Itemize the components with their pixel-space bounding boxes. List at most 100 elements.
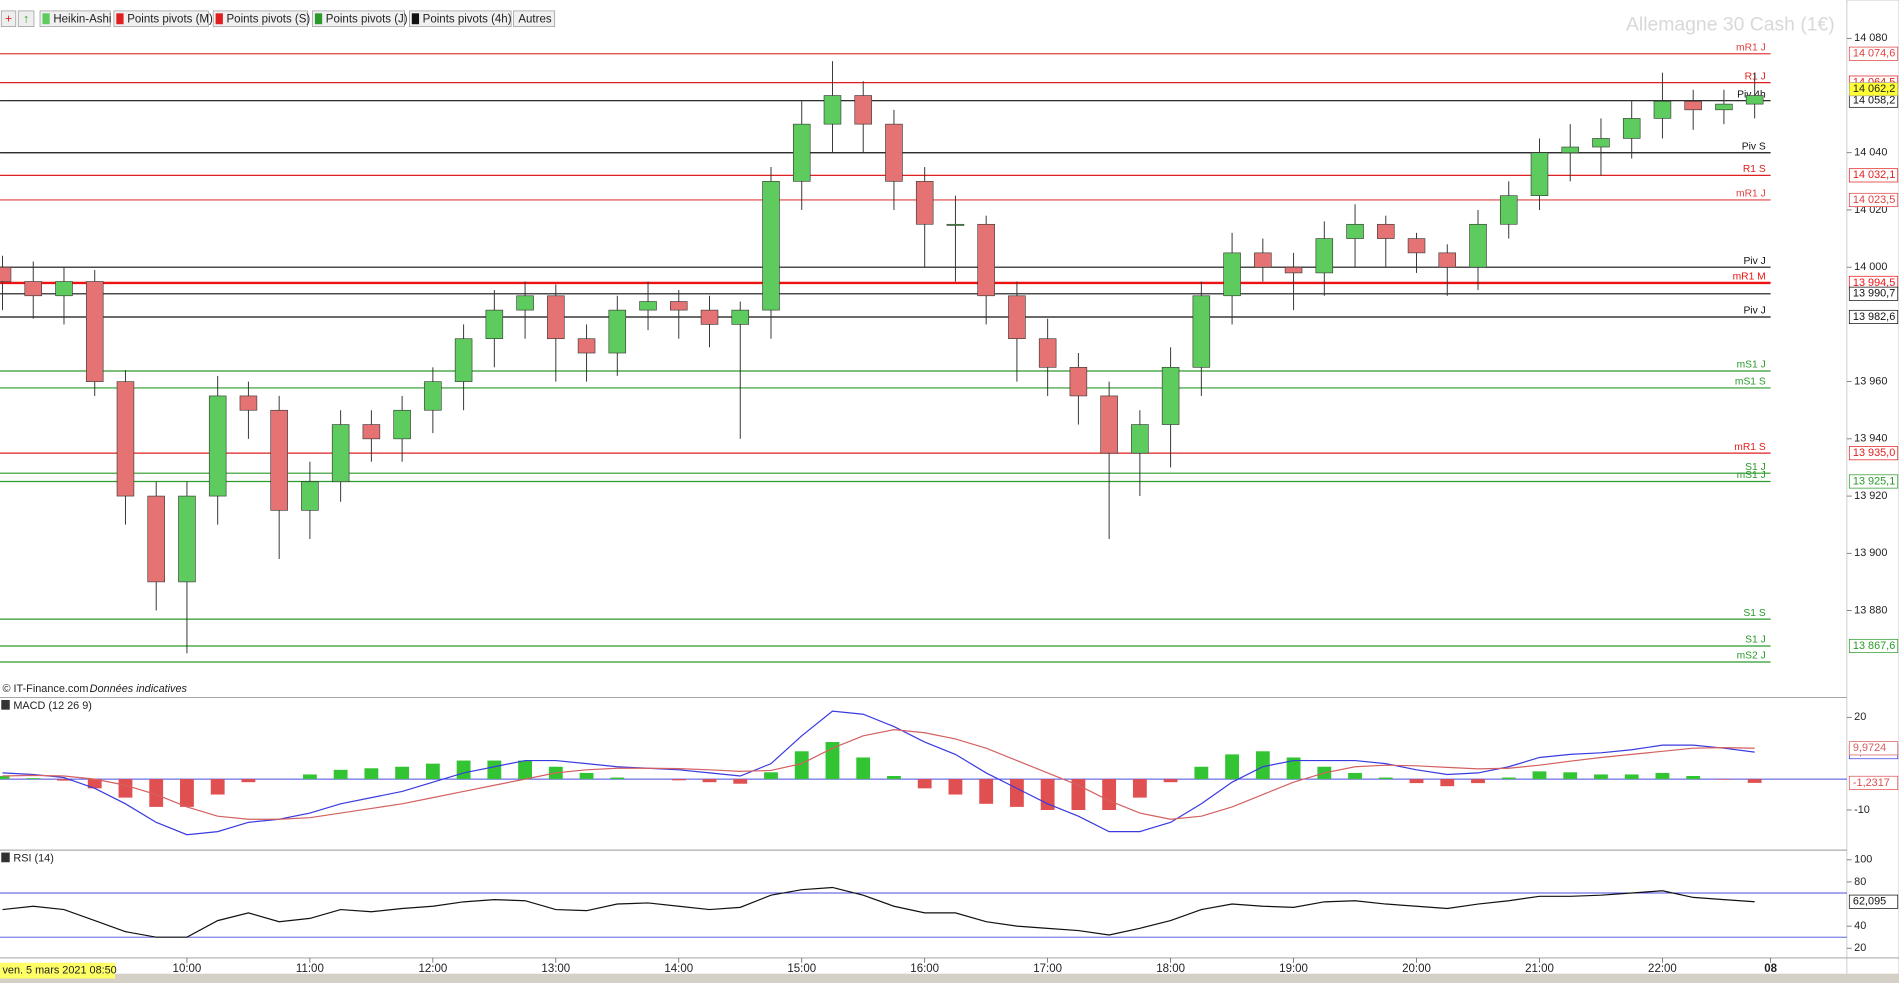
histogram-bar [764,772,778,780]
histogram-bar [1286,757,1301,780]
y-tick-label: -10 [1854,804,1870,816]
icon-button[interactable] [17,10,35,28]
value-label: 13 994,5 [1853,277,1895,289]
candle-body [1069,367,1088,397]
pivot-name: mR1 J [1736,42,1766,53]
footer-source: © IT-Finance.com [2,683,88,695]
pivot-name: R1 J [1745,71,1766,82]
value-box [1848,446,1899,461]
y-tick-label: 13 880 [1854,604,1887,616]
candle-body [454,338,473,382]
toolbar-label: Heikin-Ashi [53,13,111,25]
candle-body [1592,138,1610,148]
pivot-name: R1 S [1743,164,1766,175]
candle-body [55,281,73,297]
candle-body [270,409,288,511]
pivot-name: mS2 J [1737,651,1766,662]
pivot-name: Piv 4h [1737,89,1766,100]
y-tick-label: 80 [1854,876,1866,888]
y-tick-label: 13 940 [1854,433,1887,445]
histogram-bar [57,779,71,781]
histogram-bar [1102,779,1117,810]
toolbar-button[interactable] [513,10,556,28]
histogram-bar [487,760,502,780]
histogram-bar [1378,777,1393,780]
histogram-bar [917,779,932,789]
candle-body [1715,103,1733,111]
histogram-bar [118,779,133,798]
pivot-name: mS1 J [1737,360,1766,371]
candle-body [24,281,43,297]
toolbar-label: Points pivots (4h) [423,13,512,25]
candle-body [393,409,411,440]
histogram-bar [1717,779,1731,780]
histogram-bar [887,776,901,780]
price-axis-area [1846,0,1899,983]
histogram-bar [1594,774,1608,780]
histogram-bar [979,779,994,804]
histogram-bar [210,779,225,795]
toolbar-label: Points pivots (J) [326,13,408,25]
toolbar-button[interactable] [312,10,405,28]
histogram-bar [26,778,41,780]
histogram-bar [1409,779,1424,784]
candle-body [608,309,627,354]
icon: ↑ [23,12,29,26]
histogram-bar [1132,779,1147,798]
histogram-bar [794,751,809,780]
toolbar-button[interactable] [113,10,209,28]
panel-title: RSI (14) [13,853,54,865]
y-tick-label: 13 960 [1854,376,1887,388]
x-tick-label: 13:00 [541,963,570,975]
pivot-name: S1 J [1745,462,1766,473]
candle-body [1745,95,1764,105]
date-box [0,962,116,979]
candle-body [792,123,811,182]
candle-body [1377,223,1395,239]
y-tick-label: 20 [1854,942,1866,954]
candle-body [116,381,135,497]
panel-title: MACD (12 26 9) [13,700,92,712]
pivot-name: Piv J [1743,256,1765,267]
toolbar-button[interactable] [212,10,309,28]
pivot-name: mR1 J [1736,189,1766,200]
icon-button[interactable] [0,10,17,28]
pivot-name: S1 S [1743,608,1765,619]
histogram-bar [180,779,194,807]
candle-body [1100,395,1118,454]
toolbar-swatch [116,13,124,25]
y-tick-label: 14 080 [1854,32,1887,44]
value-label: 13 990,7 [1853,288,1895,300]
value-label: 14 032,1 [1853,169,1895,181]
toolbar-swatch [215,13,223,25]
candle-body [1530,152,1549,196]
histogram-bar [1471,779,1485,784]
value-box [1848,741,1899,756]
histogram-bar [610,777,625,780]
toolbar-swatch [411,13,420,25]
toolbar-label: Points pivots (M) [127,13,213,25]
candle-body [977,223,995,297]
pivot-name: mS1 S [1735,377,1766,388]
series-line [2,710,1755,836]
histogram-bar [1440,779,1455,787]
histogram-bar [1563,772,1578,780]
histogram-bar [1225,754,1240,780]
candle-body [239,395,258,411]
value-label: 14 023,5 [1853,194,1895,206]
toolbar-button[interactable] [409,10,512,28]
x-tick-label: 12:00 [418,963,447,975]
toolbar-button[interactable] [39,10,111,28]
status-bar [0,973,1899,983]
value-label: 13 925,1 [1853,475,1895,487]
pivot-name: mR1 M [1733,272,1766,283]
x-tick-label: 14:00 [664,963,693,975]
value-box [1848,638,1899,654]
candle-body [331,424,350,483]
candle-body [1038,338,1057,368]
x-tick-label: 08 [1764,963,1777,975]
histogram-bar [0,776,10,780]
candle-body [0,266,12,282]
